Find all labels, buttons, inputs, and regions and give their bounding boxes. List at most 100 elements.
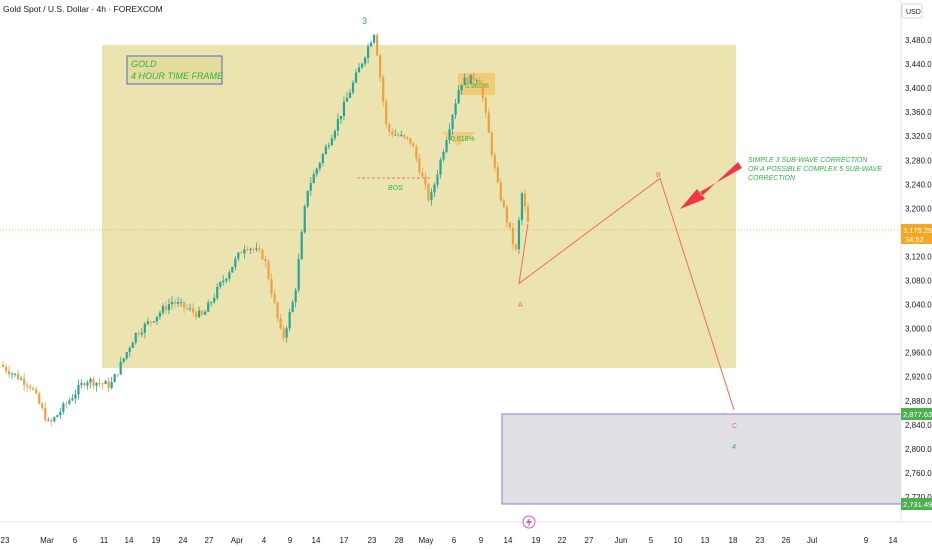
- candle: [71, 394, 74, 402]
- x-tick-label: 9: [864, 536, 869, 545]
- y-tick-label: 2,800.00: [905, 445, 932, 454]
- countdown-value: 34:52: [905, 235, 924, 244]
- fib-0965-label: 0.965%: [465, 83, 489, 90]
- candle: [339, 115, 343, 125]
- candle: [321, 152, 324, 167]
- candle: [149, 320, 152, 327]
- candle: [354, 68, 358, 84]
- candle: [23, 373, 26, 391]
- candle: [370, 40, 373, 47]
- x-tick-label: 9: [479, 536, 484, 545]
- correction-note-line1: SIMPLE 3 SUB-WAVE CORRECTION: [748, 157, 868, 164]
- candle: [164, 300, 168, 315]
- candle: [143, 321, 146, 339]
- candle: [152, 320, 155, 323]
- candle: [400, 130, 403, 138]
- lightning-icon[interactable]: [522, 515, 536, 529]
- candle: [294, 287, 297, 308]
- candle: [56, 414, 59, 418]
- candle: [342, 96, 346, 121]
- candle: [487, 108, 490, 133]
- x-tick-label: 27: [205, 536, 214, 545]
- candle: [430, 188, 433, 206]
- y-tick-label: 3,320.00: [905, 132, 932, 141]
- candle: [41, 401, 44, 411]
- candle: [237, 251, 240, 262]
- candle: [53, 416, 56, 423]
- x-tick-label: Apr: [231, 536, 244, 545]
- candle: [421, 167, 424, 178]
- x-tick-label: 28: [395, 536, 404, 545]
- x-tick-label: 26: [782, 536, 791, 545]
- correction-note-line2: OR A POSSIBLE COMPLEX 5 SUB-WAVE: [748, 166, 882, 173]
- candle: [333, 129, 337, 141]
- wave-a-label: A: [518, 302, 523, 309]
- x-tick-label: 14: [504, 536, 513, 545]
- candle: [409, 138, 412, 147]
- x-tick-label: 14: [889, 536, 898, 545]
- candle: [146, 317, 149, 326]
- candle: [158, 310, 162, 320]
- time-axis: [0, 522, 932, 550]
- y-tick-label: 2,840.00: [905, 421, 932, 430]
- x-tick-label: 5: [649, 536, 654, 545]
- y-tick-label: 3,120.00: [905, 252, 932, 261]
- y-tick-label: 3,360.00: [905, 108, 932, 117]
- candle: [412, 141, 415, 148]
- price-axis: [901, 0, 932, 550]
- candle: [291, 299, 294, 313]
- candle: [493, 151, 496, 173]
- candle: [252, 247, 255, 254]
- candle: [128, 346, 131, 357]
- candle: [496, 162, 499, 184]
- candle: [312, 170, 315, 184]
- candle: [86, 380, 89, 390]
- candle: [306, 190, 309, 209]
- currency-button[interactable]: [901, 3, 923, 19]
- candle: [20, 375, 23, 381]
- x-tick-label: 4: [262, 536, 267, 545]
- x-ticks: 23 Mar 6 11 14 19 24 27 Apr 4 9 14 17 23 28 May 6 9 14 19 22…: [1, 536, 898, 545]
- y-tick-label: 3,440.00: [905, 60, 932, 69]
- candle: [210, 300, 213, 307]
- candle: [176, 296, 180, 308]
- candle: [77, 379, 80, 400]
- x-tick-label: 19: [532, 536, 541, 545]
- candle: [499, 178, 502, 203]
- x-tick-label: 23: [756, 536, 765, 545]
- candle: [427, 182, 430, 203]
- x-tick-label: Mar: [40, 536, 54, 545]
- candle: [508, 222, 511, 230]
- wave-4-label: 4: [732, 444, 736, 451]
- current-price-badge: [901, 224, 932, 244]
- info-box-line1: GOLD: [131, 59, 157, 69]
- candle: [10, 372, 14, 380]
- candle: [207, 299, 210, 312]
- candle: [360, 62, 364, 70]
- candle: [363, 56, 367, 67]
- candle: [167, 298, 171, 315]
- candle: [454, 99, 457, 119]
- candle: [282, 325, 285, 342]
- info-box: [126, 55, 223, 85]
- candle: [517, 216, 521, 255]
- candle: [17, 369, 20, 381]
- y-tick-label: 2,960.00: [905, 349, 932, 358]
- candle: [1, 361, 5, 368]
- candle: [116, 374, 119, 378]
- candle: [137, 330, 140, 338]
- candle: [475, 78, 478, 83]
- candle: [345, 92, 349, 102]
- candle: [104, 379, 107, 385]
- candle: [13, 373, 17, 377]
- candle: [59, 407, 62, 420]
- x-tick-label: 19: [152, 536, 161, 545]
- candle: [514, 243, 518, 252]
- candle: [83, 381, 86, 388]
- candle: [460, 84, 463, 95]
- info-box-line2: 4 HOUR TIME FRAME: [131, 71, 224, 81]
- candle: [185, 304, 189, 311]
- candle: [439, 157, 442, 179]
- candle: [418, 153, 421, 176]
